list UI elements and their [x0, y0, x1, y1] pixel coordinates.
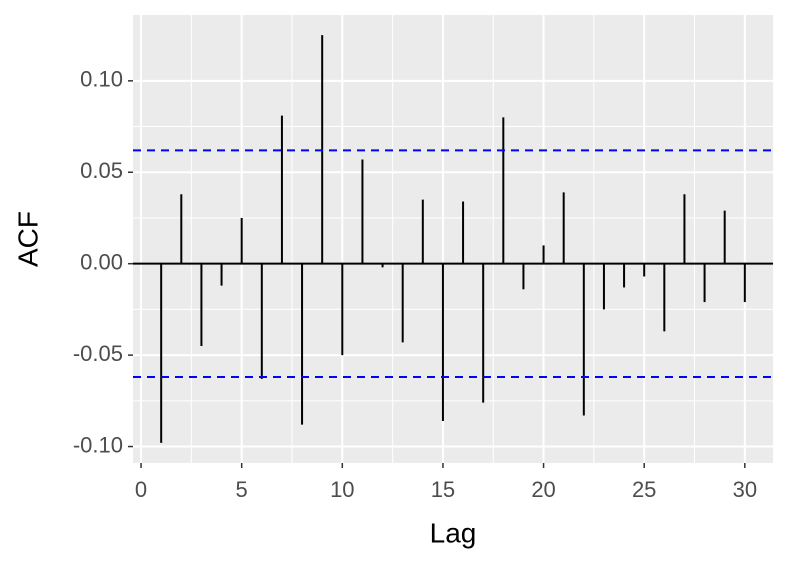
y-tick-label: -0.05 — [73, 341, 123, 366]
x-tick-label: 15 — [431, 477, 455, 502]
x-axis-title: Lag — [430, 517, 477, 548]
y-axis-title: ACF — [12, 211, 43, 267]
panel — [133, 15, 773, 463]
x-tick-label: 25 — [632, 477, 656, 502]
x-tick-label: 10 — [330, 477, 354, 502]
y-tick-label: 0.10 — [80, 67, 123, 92]
x-tick-label: 5 — [236, 477, 248, 502]
x-tick-label: 0 — [135, 477, 147, 502]
x-tick-label: 30 — [733, 477, 757, 502]
y-tick-label: 0.00 — [80, 249, 123, 274]
y-tick-label: -0.10 — [73, 432, 123, 457]
y-tick-label: 0.05 — [80, 158, 123, 183]
x-tick-label: 20 — [531, 477, 555, 502]
